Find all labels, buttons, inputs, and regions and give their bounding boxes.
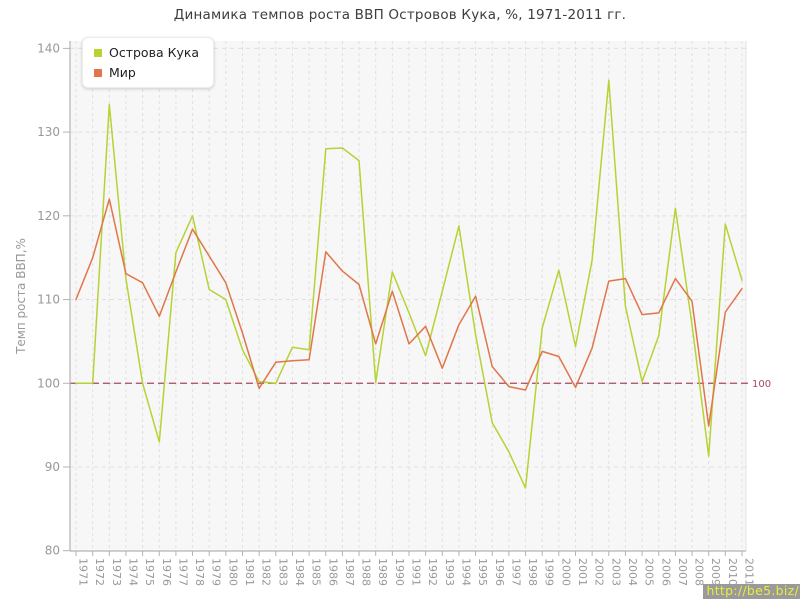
chart-title: Динамика темпов роста ВВП Островов Кука,… bbox=[173, 7, 627, 23]
y-tick-label: 90 bbox=[45, 460, 60, 474]
x-tick-label: 1978 bbox=[193, 558, 206, 586]
legend-label-cook-islands: Острова Кука bbox=[109, 45, 200, 60]
y-tick-label: 110 bbox=[37, 293, 60, 307]
x-tick-label: 1984 bbox=[293, 558, 306, 586]
x-tick-label: 2003 bbox=[609, 558, 622, 586]
x-tick-label: 1998 bbox=[526, 558, 539, 586]
y-tick-label: 120 bbox=[37, 209, 60, 223]
x-tick-label: 1992 bbox=[426, 558, 439, 586]
x-tick-label: 2004 bbox=[626, 558, 639, 586]
x-tick-label: 1980 bbox=[226, 558, 239, 586]
x-tick-label: 1993 bbox=[443, 558, 456, 586]
legend-marker-cook-islands-icon bbox=[94, 48, 102, 57]
x-tick-label: 1994 bbox=[459, 558, 472, 586]
x-tick-label: 1989 bbox=[376, 558, 389, 586]
world-line bbox=[75, 198, 743, 427]
x-tick-label: 2008 bbox=[693, 558, 706, 586]
x-tick-label: 1982 bbox=[260, 558, 273, 586]
y-tick-label: 140 bbox=[37, 41, 60, 55]
x-tick-label: 1975 bbox=[143, 558, 156, 586]
x-tick-label: 2002 bbox=[593, 558, 606, 586]
x-tick-label: 1971 bbox=[77, 558, 90, 586]
x-tick-label: 1995 bbox=[476, 558, 489, 586]
legend-item-cook-islands: Острова Кука bbox=[94, 45, 199, 60]
x-tick-label: 1973 bbox=[110, 558, 123, 586]
x-tick-label: 1981 bbox=[243, 558, 256, 586]
x-tick-label: 1974 bbox=[126, 558, 139, 586]
x-tick-label: 1977 bbox=[176, 558, 189, 586]
x-tick-label: 1972 bbox=[93, 558, 106, 586]
x-tick-label: 1983 bbox=[276, 558, 289, 586]
baseline-100-label: 100 bbox=[752, 379, 771, 390]
y-tick-label: 80 bbox=[45, 544, 60, 558]
x-tick-label: 1985 bbox=[310, 558, 323, 586]
x-tick-label: 2000 bbox=[559, 558, 572, 586]
x-tick-label: 2010 bbox=[726, 558, 739, 586]
x-tick-label: 1976 bbox=[160, 558, 173, 586]
cook-islands-line bbox=[75, 79, 743, 489]
x-tick-label: 2011 bbox=[743, 558, 756, 586]
x-tick-label: 1997 bbox=[509, 558, 522, 586]
watermark-url: http://be5.biz/ bbox=[703, 584, 800, 599]
x-tick-label: 1988 bbox=[360, 558, 373, 586]
x-tick-label: 1979 bbox=[210, 558, 223, 586]
x-tick-label: 1991 bbox=[410, 558, 423, 586]
y-tick-label: 100 bbox=[37, 376, 60, 390]
y-axis-title: Темп роста ВВП,% bbox=[14, 238, 28, 355]
x-tick-label: 1996 bbox=[493, 558, 506, 586]
x-tick-label: 1999 bbox=[543, 558, 556, 586]
legend-marker-world-icon bbox=[94, 68, 102, 77]
x-tick-label: 2005 bbox=[643, 558, 656, 586]
x-tick-label: 1987 bbox=[343, 558, 356, 586]
x-tick-label: 1990 bbox=[393, 558, 406, 586]
legend-label-world: Мир bbox=[109, 65, 136, 80]
x-tick-label: 2007 bbox=[676, 558, 689, 586]
x-tick-label: 2001 bbox=[576, 558, 589, 586]
x-tick-label: 2009 bbox=[709, 558, 722, 586]
legend-item-world: Мир bbox=[94, 65, 199, 80]
x-tick-label: 2006 bbox=[659, 558, 672, 586]
y-tick-label: 130 bbox=[37, 125, 60, 139]
chart-legend: Острова Кука Мир bbox=[82, 37, 215, 88]
x-tick-label: 1986 bbox=[326, 558, 339, 586]
